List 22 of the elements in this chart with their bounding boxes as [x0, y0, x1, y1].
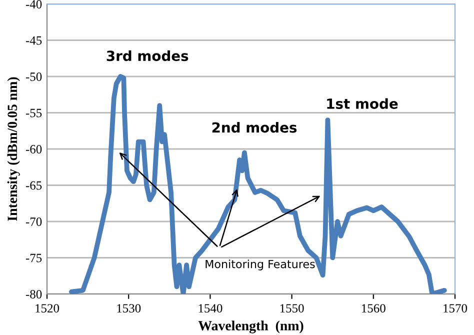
- annotation: 3rd modes: [106, 50, 188, 62]
- y-tick-label: -70: [26, 218, 42, 226]
- x-tick-label: 1540: [198, 304, 222, 313]
- annotation: Monitoring Features: [206, 260, 315, 270]
- x-tick-label: 1560: [362, 304, 386, 313]
- x-tick-label: 1530: [117, 304, 141, 313]
- line-series: [69, 74, 447, 294]
- y-axis-title: Intensity (dBm/0.05 nm): [7, 77, 20, 221]
- y-tick-label: -50: [26, 72, 42, 81]
- x-tick-label: 1520: [36, 304, 60, 313]
- y-tick-label: -45: [26, 36, 42, 45]
- y-tick-label: -40: [26, 0, 42, 8]
- y-tick-label: -60: [26, 145, 42, 154]
- x-axis-title: Wavelength (nm): [198, 320, 304, 334]
- annotation: 1st mode: [327, 98, 398, 109]
- y-tick-label: -65: [26, 181, 42, 190]
- x-tick-label: 1570: [444, 304, 468, 313]
- annotation: 2nd modes: [212, 122, 297, 133]
- y-tick-label: -55: [26, 108, 42, 118]
- x-tick-label: 1550: [280, 304, 304, 313]
- y-tick-label: -80: [26, 290, 42, 298]
- y-tick-label: -75: [26, 254, 42, 262]
